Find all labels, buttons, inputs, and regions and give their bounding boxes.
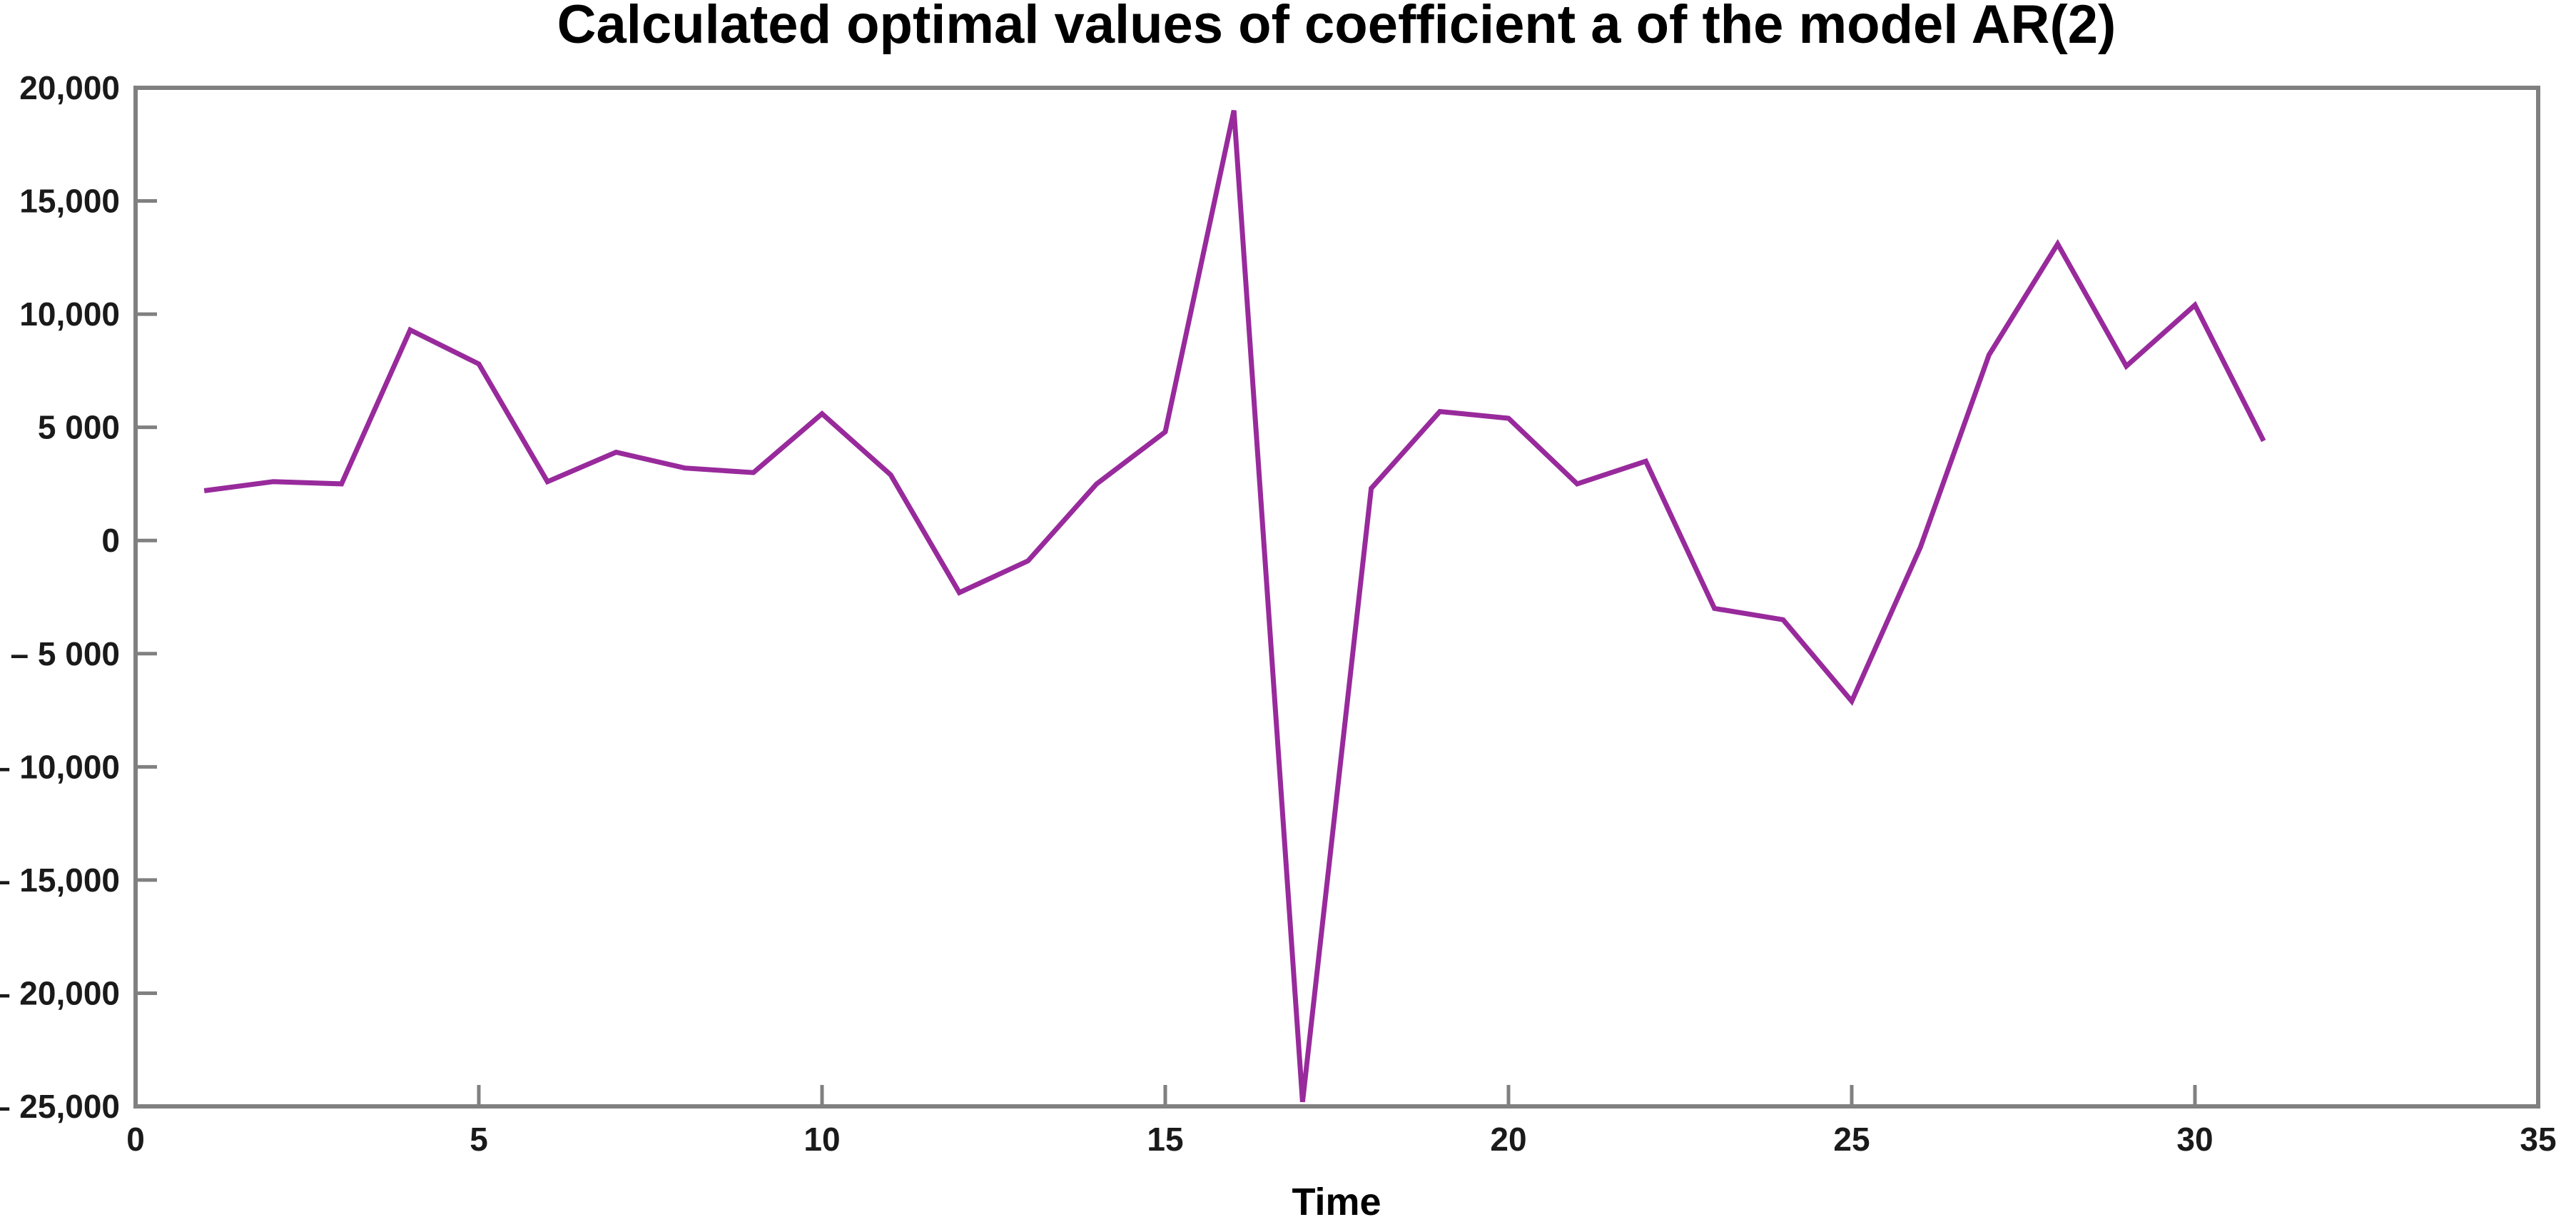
y-tick-label: 10,000 — [19, 296, 120, 333]
x-tick-label: 35 — [2520, 1121, 2556, 1158]
x-tick-label: 25 — [1833, 1121, 1870, 1158]
y-tick-label: 20,000 — [19, 69, 120, 106]
data-line-series — [203, 109, 2266, 1103]
y-tick-label: – 25,000 — [0, 1088, 120, 1125]
x-tick-label: 30 — [2176, 1121, 2213, 1158]
y-tick-label: – 5 000 — [11, 635, 120, 672]
x-tick-label: 5 — [470, 1121, 488, 1158]
y-tick-label: – 10,000 — [0, 748, 120, 785]
series-layer — [203, 109, 2266, 1103]
y-tick-label: – 20,000 — [0, 974, 120, 1011]
y-tick-label: 15,000 — [19, 183, 120, 220]
y-tick-label: 5 000 — [38, 409, 120, 446]
x-tick-label: 20 — [1490, 1121, 1526, 1158]
plot-border-box — [133, 86, 2540, 1109]
y-tick-label: – 15,000 — [0, 862, 120, 899]
x-tick-label: 0 — [126, 1121, 145, 1158]
x-axis-title: Time — [1292, 1181, 1381, 1223]
axis-ticks-layer — [133, 86, 2540, 1109]
y-tick-label: 0 — [101, 522, 120, 559]
chart-title: Calculated optimal values of coefficient… — [557, 0, 2116, 55]
x-tick-label: 10 — [803, 1121, 840, 1158]
x-tick-label: 15 — [1147, 1121, 1183, 1158]
